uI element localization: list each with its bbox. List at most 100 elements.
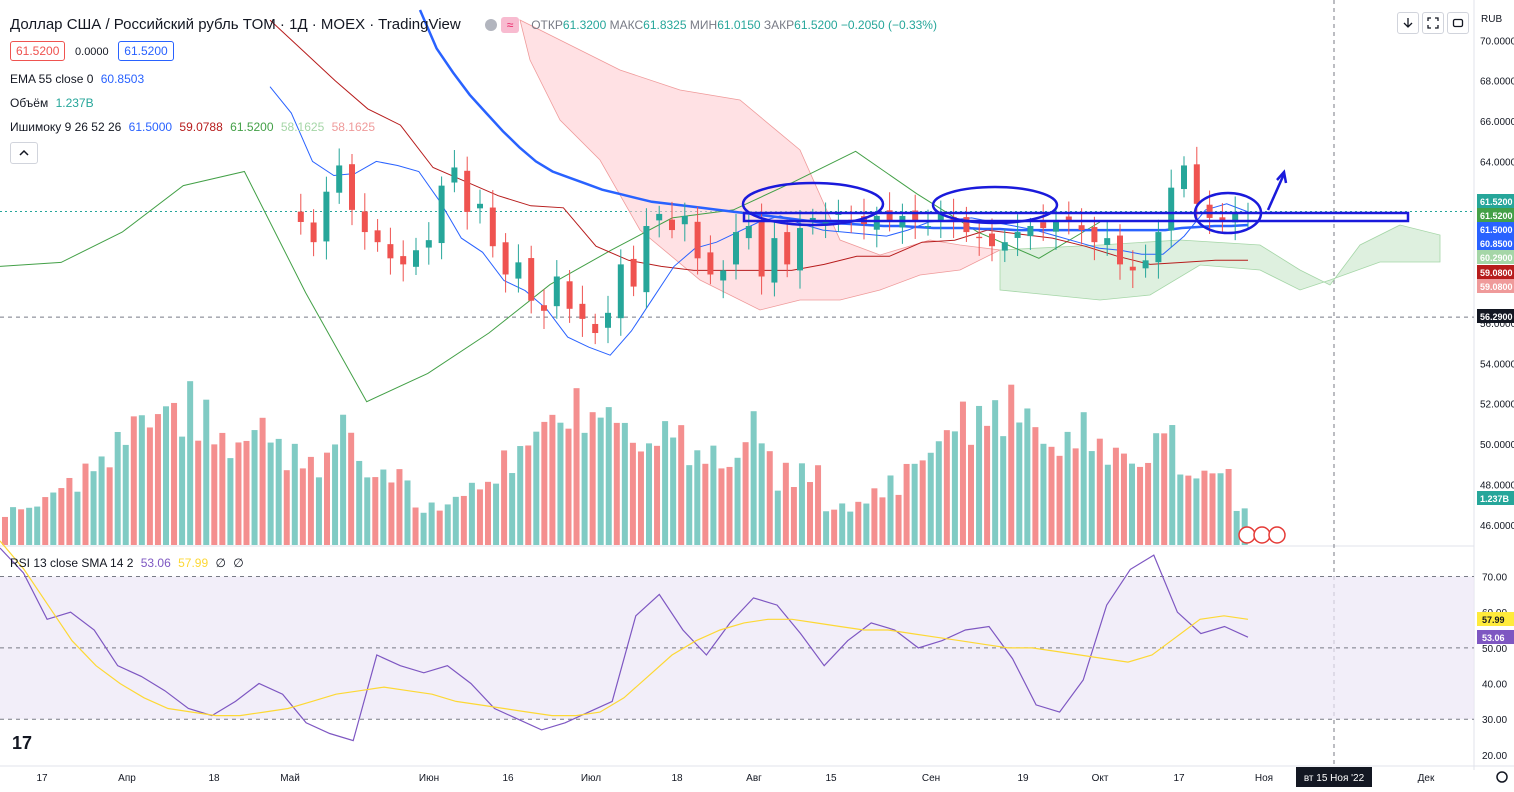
arrow-down-icon	[1403, 18, 1413, 28]
candle-body	[1091, 227, 1098, 243]
candle-body	[937, 211, 944, 221]
candle-body	[464, 170, 471, 212]
volume-legend[interactable]: Объём 1.237B	[10, 96, 94, 110]
candle-body	[387, 244, 394, 259]
ask-button[interactable]: 61.5200	[118, 41, 174, 61]
volume-bar	[428, 502, 435, 545]
candle-body	[477, 203, 483, 209]
candle-body	[566, 281, 573, 309]
candle-body	[989, 233, 995, 247]
candle-body	[694, 221, 701, 259]
arrow-down-button[interactable]	[1397, 12, 1419, 34]
volume-bar	[1193, 478, 1200, 545]
ichimoku-legend[interactable]: Ишимоку 9 26 52 26 61.5000 59.0788 61.52…	[10, 120, 375, 134]
candle-body	[784, 232, 791, 265]
time-tick-label: Июл	[581, 773, 601, 784]
rsi-badge	[1477, 630, 1514, 644]
volume-badge-label: 1.237B	[1480, 494, 1510, 504]
price-badge-label: 59.0800	[1480, 268, 1513, 278]
volume-bar	[267, 442, 274, 545]
price-tick-label: 56.0000	[1480, 319, 1514, 330]
volume-bar	[452, 496, 459, 545]
time-tick-label: 15	[825, 773, 837, 784]
candle-body	[541, 305, 547, 311]
price-badge	[1477, 236, 1514, 250]
rsi-legend[interactable]: RSI 13 close SMA 14 2 53.06 57.99 ∅ ∅	[10, 556, 244, 570]
collapse-legend-button[interactable]	[10, 142, 38, 164]
data-delay-icon[interactable]: ≈	[501, 17, 520, 34]
volume-bar	[235, 442, 242, 545]
volume-bar	[171, 402, 178, 545]
volume-bar	[364, 477, 371, 545]
volume-bar	[525, 445, 532, 545]
volume-bar	[1088, 451, 1095, 545]
volume-bars	[2, 381, 1248, 545]
volume-bar	[460, 495, 467, 545]
volume-bar	[219, 432, 226, 545]
chevron-up-icon	[19, 149, 29, 156]
volume-bar	[509, 473, 516, 545]
price-tick-label: 54.0000	[1480, 359, 1514, 370]
volume-bar	[718, 468, 725, 545]
volume-bar	[903, 463, 910, 545]
time-tick-label: Ноя	[1255, 773, 1273, 784]
volume-bar	[468, 482, 475, 545]
volume-bar	[1072, 448, 1079, 545]
candle-body	[1104, 238, 1111, 245]
price-tick-label: 66.0000	[1480, 117, 1514, 128]
price-tick-label: 68.0000	[1480, 77, 1514, 88]
volume-bar	[227, 458, 234, 545]
candle-body	[349, 164, 355, 210]
time-tick-label: 19	[1017, 773, 1029, 784]
volume-bar	[1201, 470, 1208, 545]
candle-body	[1078, 225, 1085, 231]
candle-body	[976, 236, 983, 239]
volume-bar	[935, 441, 942, 545]
crosshair-time-badge	[1296, 767, 1372, 787]
time-tick-label: 16	[502, 773, 514, 784]
volume-bar	[348, 432, 355, 545]
volume-bar	[163, 406, 169, 545]
gear-icon	[1496, 771, 1508, 783]
price-badge-label: 61.5200	[1480, 197, 1513, 207]
volume-bar	[1145, 462, 1152, 545]
volume-bar	[2, 516, 8, 545]
volume-bar	[436, 510, 443, 545]
candle-body	[1206, 204, 1213, 218]
currency-label[interactable]: RUB	[1481, 14, 1503, 25]
time-tick-label: 18	[208, 773, 220, 784]
volume-bar	[533, 431, 540, 545]
volume-bar	[815, 465, 822, 545]
candle-body	[912, 210, 919, 222]
user-drawings[interactable]	[741, 169, 1410, 235]
candle-body	[835, 213, 842, 215]
volume-bar	[412, 507, 419, 545]
volume-bar	[710, 445, 717, 545]
volume-bar	[1161, 433, 1168, 545]
fullscreen-button[interactable]	[1422, 12, 1444, 34]
volume-bar	[1169, 425, 1176, 545]
drawn-ellipse	[741, 181, 885, 227]
candle-body	[310, 222, 317, 243]
price-badge	[1477, 222, 1514, 236]
ema-legend[interactable]: EMA 55 close 0 60.8503	[10, 72, 145, 86]
volume-bar	[307, 456, 314, 545]
volume-bar	[1209, 473, 1216, 545]
screenshot-button[interactable]	[1447, 12, 1469, 34]
time-tick-label: Сен	[922, 773, 940, 784]
tradingview-logo-icon[interactable]: 17	[12, 733, 33, 753]
time-tick-label: 18	[671, 773, 683, 784]
volume-bar	[1040, 443, 1047, 545]
price-tick-label: 70.0000	[1480, 36, 1514, 47]
volume-bar	[919, 460, 926, 545]
volume-bar	[1177, 474, 1184, 545]
volume-bar	[549, 414, 556, 545]
candle-body	[323, 191, 330, 242]
bid-button[interactable]: 61.5200	[10, 41, 66, 61]
volume-bar	[678, 425, 685, 545]
price-badge	[1477, 194, 1514, 208]
price-badge-label: 60.2900	[1480, 253, 1513, 263]
volume-bar	[943, 430, 950, 545]
volume-bar	[871, 488, 878, 545]
